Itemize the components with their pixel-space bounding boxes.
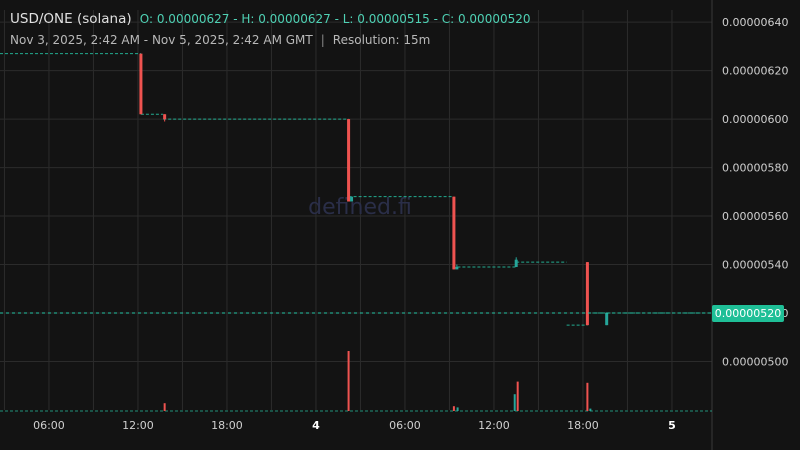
- time-range: Nov 3, 2025, 2:42 AM - Nov 5, 2025, 2:42…: [10, 33, 313, 47]
- y-tick-label: 0.00000640: [722, 16, 788, 29]
- y-tick-label: 0.00000560: [722, 210, 788, 223]
- volume-bar: [513, 394, 516, 411]
- candle-body: [455, 266, 459, 270]
- pair-title: USD/ONE (solana): [10, 11, 132, 27]
- candle-body: [350, 196, 354, 202]
- y-tick-label: 0.00000540: [722, 259, 788, 272]
- watermark-text: defined.fi: [308, 195, 412, 220]
- x-tick-label: 12:00: [122, 419, 154, 432]
- candle-body: [514, 259, 518, 267]
- candle-body: [139, 53, 143, 115]
- y-tick-label: 0.00000620: [722, 65, 788, 78]
- last-price-tag: [712, 305, 784, 323]
- resolution-label: Resolution: 15m: [332, 33, 431, 47]
- candle-body: [585, 262, 589, 326]
- chart-header: USD/ONE (solana) O: 0.00000627 - H: 0.00…: [10, 10, 531, 29]
- candle-body: [163, 114, 167, 120]
- ohlc-readout: O: 0.00000627 - H: 0.00000627 - L: 0.000…: [139, 12, 531, 26]
- candle-body: [452, 196, 456, 270]
- volume-bar: [452, 406, 455, 411]
- volume-bar: [589, 408, 592, 411]
- x-tick-label: 06:00: [389, 419, 421, 432]
- volume-bar: [163, 403, 166, 411]
- subtitle-separator: |: [320, 33, 325, 47]
- volume-bar: [456, 407, 459, 411]
- last-price-label: 0.00000520: [715, 307, 781, 320]
- x-tick-label: 18:00: [211, 419, 243, 432]
- volume-bar: [347, 351, 350, 411]
- y-tick-label: 0.00000580: [722, 162, 788, 175]
- volume-bar: [516, 381, 519, 411]
- candle-body: [605, 313, 609, 326]
- candle-body: [347, 119, 351, 202]
- chart-subtitle: Nov 3, 2025, 2:42 AM - Nov 5, 2025, 2:42…: [10, 33, 430, 47]
- x-tick-label: 06:00: [33, 419, 65, 432]
- x-tick-label: 12:00: [478, 419, 510, 432]
- y-tick-label: 0.00000500: [722, 356, 788, 369]
- x-tick-label: 5: [668, 419, 676, 432]
- x-tick-label: 4: [312, 419, 320, 432]
- x-tick-label: 18:00: [567, 419, 599, 432]
- y-tick-label: 0.00000600: [722, 113, 788, 126]
- volume-bar: [586, 382, 589, 411]
